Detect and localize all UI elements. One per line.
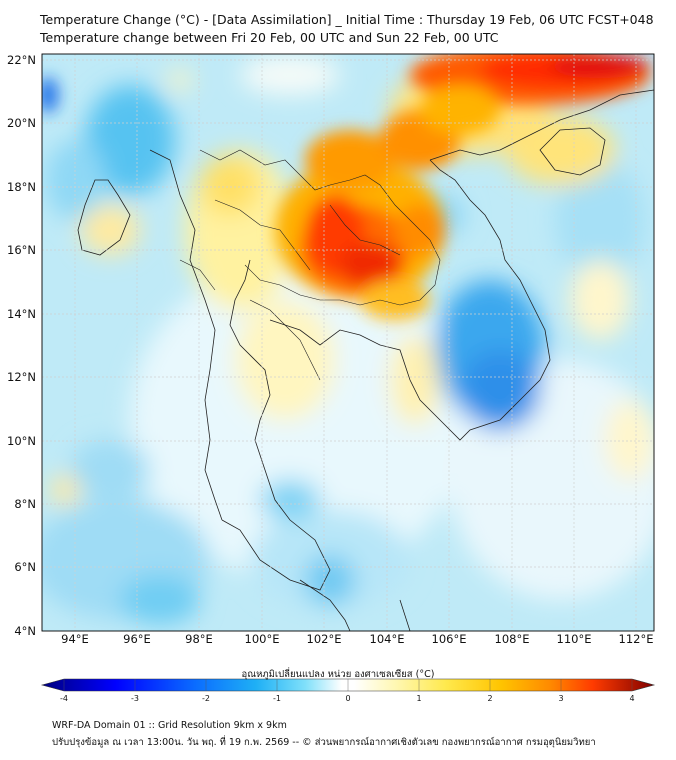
colorbar-tick: -4 — [60, 694, 68, 703]
lon-label: 96°E — [123, 632, 151, 646]
colorbar-tick: -2 — [202, 694, 210, 703]
lat-label: 10°N — [7, 434, 36, 448]
lat-label: 8°N — [14, 497, 36, 511]
lat-label: 4°N — [14, 624, 36, 638]
lat-label: 14°N — [7, 307, 36, 321]
lon-label: 104°E — [369, 632, 405, 646]
colorbar-tick: 3 — [558, 694, 564, 703]
admin-borders — [179, 149, 441, 381]
coastlines — [77, 89, 654, 631]
colorbar-tick: 1 — [416, 694, 422, 703]
map-frame — [41, 53, 655, 632]
lat-label: 6°N — [14, 560, 36, 574]
lon-label: 94°E — [61, 632, 89, 646]
chart-title: Temperature Change (°C) - [Data Assimila… — [40, 12, 654, 27]
lon-label: 100°E — [244, 632, 280, 646]
colorbar-tick: 4 — [629, 694, 635, 703]
lon-label: 102°E — [306, 632, 342, 646]
chart-subtitle: Temperature change between Fri 20 Feb, 0… — [40, 30, 499, 45]
colorbar-title: อุณหภูมิเปลี่ยนแปลง หน่วย องศาเซลเซียส (… — [241, 669, 435, 680]
colorbar-tick: 0 — [345, 694, 351, 703]
footer-model-info: WRF-DA Domain 01 :: Grid Resolution 9km … — [52, 720, 287, 731]
lat-label: 18°N — [7, 180, 36, 194]
footer-credit: ปรับปรุงข้อมูล ณ เวลา 13:00น. วัน พฤ. ที… — [52, 737, 596, 748]
lon-label: 98°E — [185, 632, 213, 646]
colorbar-tick: 2 — [487, 694, 493, 703]
colorbar-tick: -1 — [273, 694, 281, 703]
lon-label: 108°E — [494, 632, 530, 646]
lon-label: 106°E — [431, 632, 467, 646]
temperature-change-field — [42, 54, 654, 631]
lat-label: 12°N — [7, 370, 36, 384]
lat-label: 22°N — [7, 53, 36, 67]
graticule — [42, 54, 654, 631]
colorbar — [40, 678, 656, 692]
lat-label: 20°N — [7, 116, 36, 130]
lon-label: 112°E — [618, 632, 654, 646]
lon-label: 110°E — [556, 632, 592, 646]
lat-label: 16°N — [7, 243, 36, 257]
colorbar-tick: -3 — [131, 694, 139, 703]
